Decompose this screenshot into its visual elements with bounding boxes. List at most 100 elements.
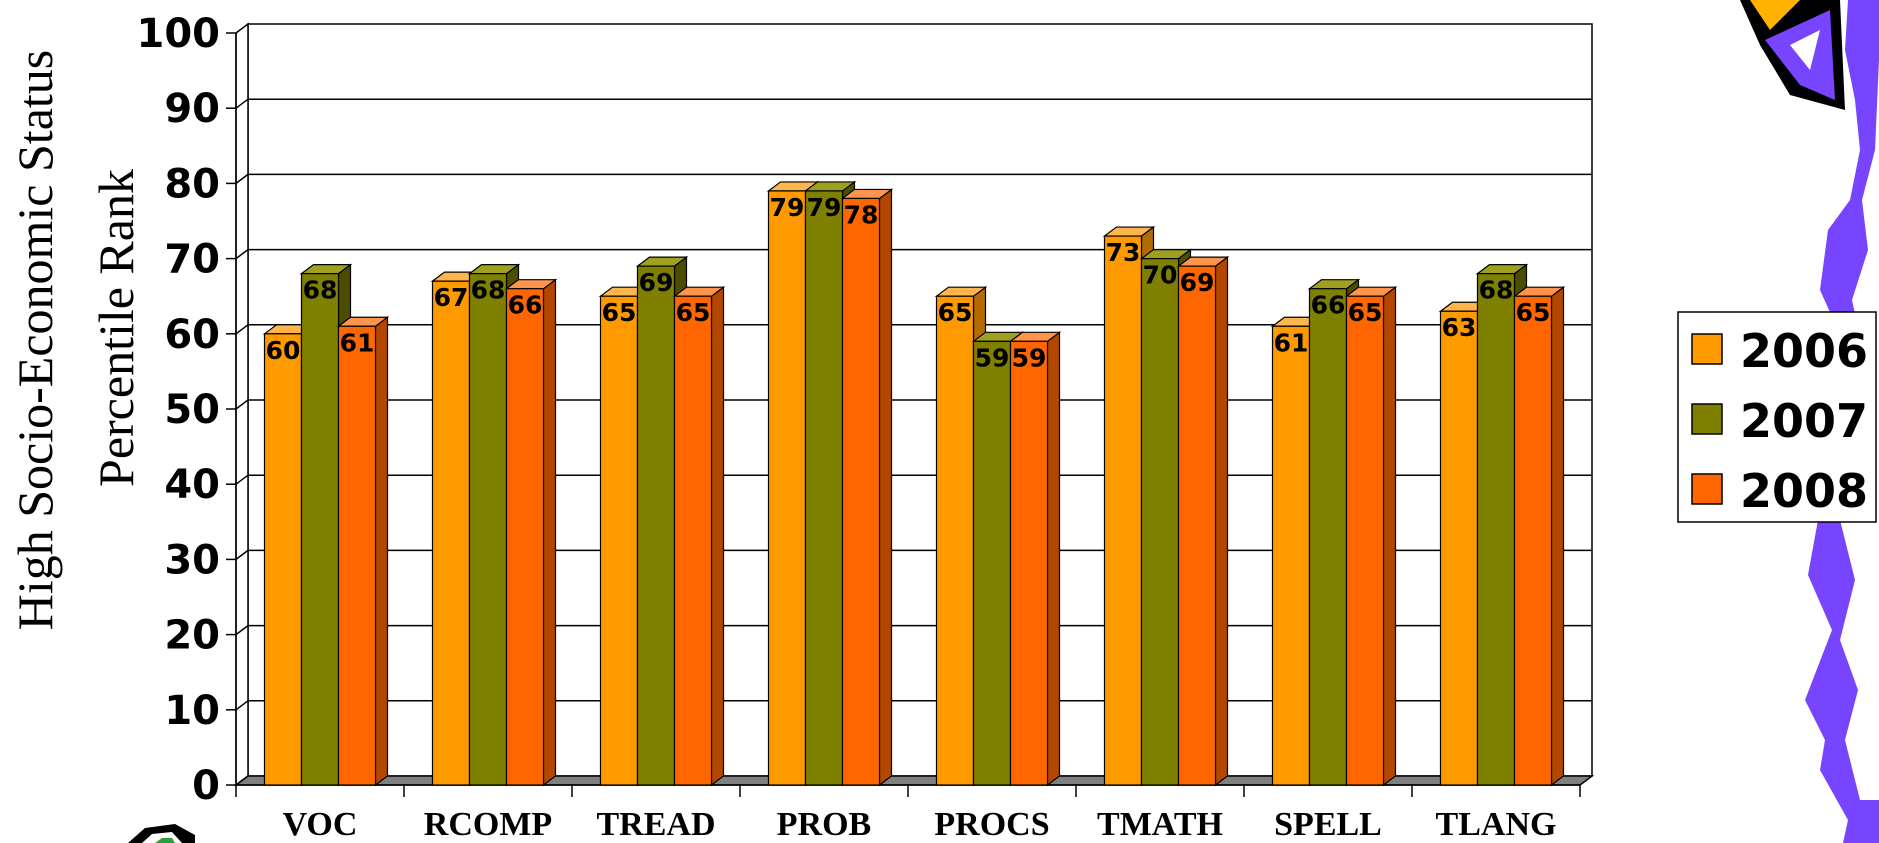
- legend-label-2006: 2006: [1740, 324, 1868, 378]
- data-label: 65: [602, 298, 637, 327]
- y-tick-label: 10: [164, 688, 220, 734]
- bar-front: [263, 333, 303, 786]
- bar-front: [1513, 295, 1553, 786]
- bar-front: [636, 265, 676, 786]
- bar-tlang-2008: [1512, 286, 1566, 787]
- bar-rcomp-2008: [504, 278, 558, 787]
- legend: 2006 2007 2008: [1677, 311, 1877, 523]
- bar-side: [1382, 286, 1397, 787]
- bars: [262, 180, 1566, 787]
- bar-side: [1550, 286, 1565, 787]
- data-label: 65: [1348, 298, 1383, 327]
- data-label: 68: [471, 276, 506, 305]
- y-tick-label: 80: [164, 161, 220, 207]
- bar-front: [1345, 295, 1385, 786]
- y-tick-label: 70: [164, 237, 220, 283]
- gridline-side: [235, 98, 249, 109]
- bar-procs-2008: [1008, 331, 1062, 787]
- data-label: 69: [1180, 268, 1215, 297]
- x-tick-label: SPELL: [1274, 806, 1382, 843]
- gridline-side: [235, 324, 249, 335]
- data-label: 68: [303, 276, 338, 305]
- corner-logo-icon: [128, 824, 195, 843]
- data-label: 60: [266, 336, 301, 365]
- data-label: 79: [770, 193, 805, 222]
- data-label: 70: [1143, 261, 1178, 290]
- y-tick-label: 30: [164, 537, 220, 583]
- bar-front: [300, 273, 340, 786]
- x-tick-label: TREAD: [596, 806, 715, 843]
- y-tick-label: 50: [164, 387, 220, 433]
- data-label: 68: [1479, 276, 1514, 305]
- y-axis-title-line1: High Socio-Economic Status: [7, 50, 63, 631]
- legend-label-2008: 2008: [1740, 464, 1868, 518]
- bar-side: [878, 188, 893, 787]
- y-axis-title: High Socio-Economic Status Percentile Ra…: [7, 50, 144, 631]
- y-tick-label: 20: [164, 613, 220, 659]
- data-label: 63: [1442, 313, 1477, 342]
- gridline-side: [235, 399, 249, 410]
- gridline-side: [235, 249, 249, 260]
- bar-front: [972, 340, 1012, 786]
- x-tick-label: VOC: [283, 806, 358, 843]
- data-label: 73: [1106, 238, 1141, 267]
- bar-side: [542, 278, 557, 787]
- data-label: 79: [807, 193, 842, 222]
- bar-front: [337, 325, 377, 786]
- bar-front: [767, 190, 807, 786]
- y-tick-label: 100: [137, 11, 221, 57]
- y-tick-label: 90: [164, 86, 220, 132]
- bar-front: [804, 190, 844, 786]
- bar-side: [1046, 331, 1061, 787]
- bar-spell-2008: [1344, 286, 1398, 787]
- gridline-side: [235, 700, 249, 711]
- bar-front: [505, 288, 545, 786]
- y-tick-label: 60: [164, 312, 220, 358]
- data-label: 65: [1516, 298, 1551, 327]
- y-axis-title-line2: Percentile Rank: [88, 169, 144, 487]
- bar-front: [1009, 340, 1049, 786]
- data-label: 66: [1311, 291, 1346, 320]
- gridline-side: [235, 474, 249, 485]
- x-tick-label: TLANG: [1436, 806, 1557, 843]
- bar-front: [1476, 273, 1516, 786]
- bar-tmath-2008: [1176, 255, 1230, 787]
- bar-front: [841, 197, 881, 786]
- data-label: 59: [975, 343, 1010, 372]
- gridline-side: [235, 549, 249, 561]
- bar-voc-2008: [336, 316, 390, 787]
- legend-label-2007: 2007: [1740, 394, 1868, 448]
- legend-swatch-2006: [1691, 333, 1723, 365]
- bar-front: [673, 295, 713, 786]
- bar-front: [935, 295, 975, 786]
- bar-tread-2008: [672, 286, 726, 787]
- bar-front: [1103, 235, 1143, 786]
- bar-prob-2008: [840, 188, 894, 787]
- bar-front: [1271, 325, 1311, 786]
- data-label: 61: [340, 328, 375, 357]
- data-label: 78: [844, 200, 879, 229]
- x-tick-label: TMATH: [1097, 806, 1223, 843]
- legend-swatch-2008: [1691, 473, 1723, 505]
- bar-front: [1439, 310, 1479, 786]
- data-label: 59: [1012, 343, 1047, 372]
- bar-front: [1177, 265, 1217, 786]
- x-tick-label: RCOMP: [424, 806, 552, 843]
- x-tick-label: PROB: [777, 806, 871, 843]
- y-tick-label: 0: [192, 763, 220, 809]
- corner-mascot-icon: [1740, 0, 1845, 110]
- data-label: 61: [1274, 328, 1309, 357]
- data-label: 67: [434, 283, 469, 312]
- gridline-side: [235, 624, 249, 636]
- bar-procs-2006: [934, 286, 988, 787]
- bar-front: [431, 280, 471, 786]
- bar-side: [1214, 255, 1229, 787]
- data-label: 69: [639, 268, 674, 297]
- data-label: 65: [676, 298, 711, 327]
- y-tick-label: 40: [164, 462, 220, 508]
- data-label: 65: [938, 298, 973, 327]
- data-label: 66: [508, 291, 543, 320]
- bar-side: [710, 286, 725, 787]
